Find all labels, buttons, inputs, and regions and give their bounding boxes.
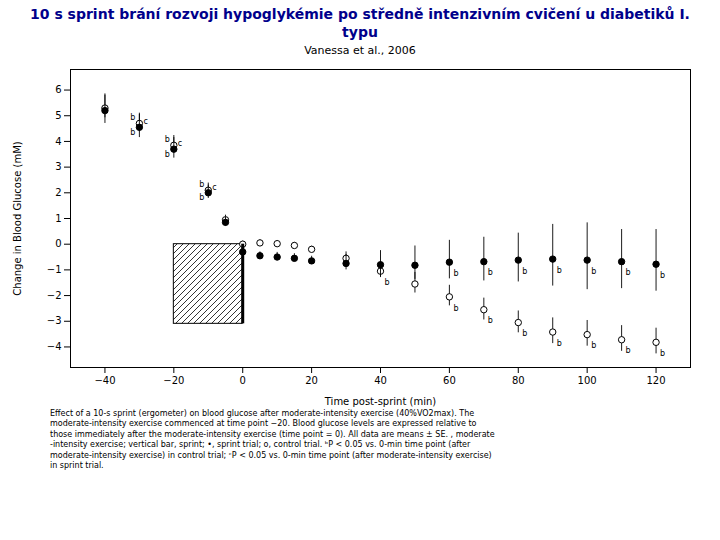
svg-text:b: b xyxy=(199,180,204,189)
svg-text:4: 4 xyxy=(55,136,61,147)
svg-text:Time post-sprint (min): Time post-sprint (min) xyxy=(324,396,437,407)
svg-text:b: b xyxy=(130,128,135,137)
svg-text:c: c xyxy=(143,117,147,126)
svg-text:100: 100 xyxy=(578,375,597,386)
svg-text:b: b xyxy=(522,329,527,338)
svg-text:5: 5 xyxy=(55,110,61,121)
svg-text:−4: −4 xyxy=(47,341,62,352)
svg-text:b: b xyxy=(130,113,135,122)
html-text:10 s sprint brání rozvoji hypo: 10 s sprint brání rozvoji hypoglykémie p… xyxy=(30,6,690,40)
svg-text:b: b xyxy=(591,341,596,350)
svg-text:Change in Blood Glucose (mM): Change in Blood Glucose (mM) xyxy=(12,141,23,295)
svg-text:b: b xyxy=(660,349,665,358)
svg-text:b: b xyxy=(453,304,458,313)
svg-text:−40: −40 xyxy=(94,375,115,386)
svg-text:b: b xyxy=(557,339,562,348)
svg-text:2: 2 xyxy=(55,187,61,198)
svg-text:120: 120 xyxy=(647,375,666,386)
svg-text:b: b xyxy=(591,267,596,276)
svg-text:b: b xyxy=(165,150,170,159)
svg-text:c: c xyxy=(212,183,216,192)
svg-text:b: b xyxy=(626,268,631,277)
svg-text:b: b xyxy=(488,316,493,325)
svg-text:b: b xyxy=(488,268,493,277)
svg-text:b: b xyxy=(557,266,562,275)
svg-text:−3: −3 xyxy=(47,315,62,326)
html-text:Vanessa et al., 2006: Vanessa et al., 2006 xyxy=(304,44,416,57)
svg-text:−1: −1 xyxy=(47,264,62,275)
svg-text:60: 60 xyxy=(443,375,456,386)
svg-text:−20: −20 xyxy=(163,375,184,386)
svg-text:b: b xyxy=(385,278,390,287)
svg-text:1: 1 xyxy=(55,213,61,224)
svg-text:b: b xyxy=(453,269,458,278)
svg-text:b: b xyxy=(522,267,527,276)
svg-text:b: b xyxy=(199,193,204,202)
svg-text:3: 3 xyxy=(55,161,61,172)
svg-text:0: 0 xyxy=(55,238,61,249)
svg-text:0: 0 xyxy=(240,375,246,386)
svg-text:20: 20 xyxy=(305,375,318,386)
svg-text:6: 6 xyxy=(55,84,61,95)
svg-text:40: 40 xyxy=(374,375,387,386)
svg-text:−2: −2 xyxy=(47,290,62,301)
html-text:Effect of a 10-s sprint (ergom: Effect of a 10-s sprint (ergometer) on b… xyxy=(50,409,495,470)
svg-text:b: b xyxy=(165,135,170,144)
svg-text:80: 80 xyxy=(512,375,525,386)
svg-text:b: b xyxy=(626,346,631,355)
svg-text:c: c xyxy=(178,139,182,148)
svg-text:b: b xyxy=(660,271,665,280)
